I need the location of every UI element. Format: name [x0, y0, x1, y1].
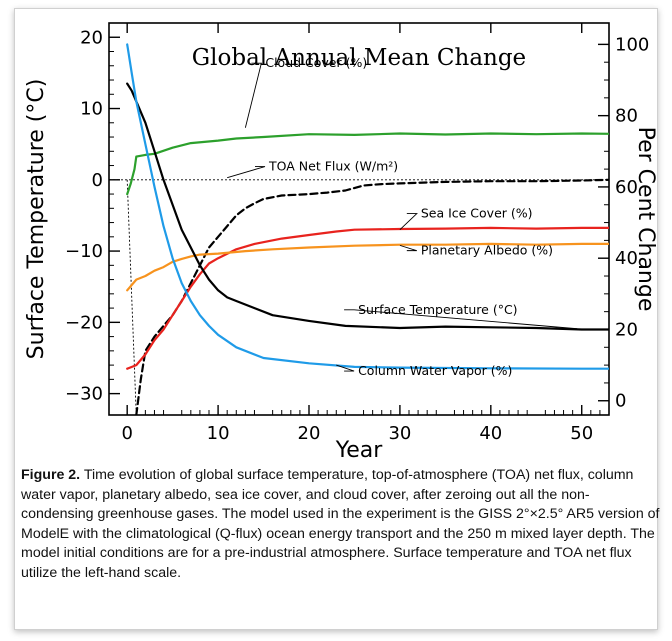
annotation-label-4: Surface Temperature (°C)	[358, 302, 517, 317]
x-axis-label: Year	[335, 438, 384, 459]
figure-caption: Figure 2. Time evolution of global surfa…	[21, 466, 661, 584]
series-line-0	[126, 132, 609, 196]
series-line-3	[126, 242, 609, 292]
figure-card: 0 10 20 30 40 50 20 10 0 −10 −20 −30 100 80 60 40 20 0 Glo…	[14, 8, 661, 630]
x-tick-label: 20	[298, 423, 321, 444]
y-left-tick-label: 20	[80, 27, 103, 48]
caption-text: Time evolution of global surface tempera…	[21, 467, 660, 581]
plot-frame	[108, 22, 610, 416]
y-right-tick-label: 80	[615, 106, 638, 127]
annotation-label-0: Cloud Cover (%)	[265, 55, 367, 70]
y-left-tick-label: −30	[65, 384, 103, 405]
y-right-tick-label: 20	[615, 319, 638, 340]
drop-line	[126, 179, 137, 416]
x-tick-label: 10	[207, 423, 230, 444]
annotation-leader-1	[227, 166, 266, 179]
annotation-leader-5	[336, 364, 355, 372]
annotation-label-5: Column Water Vapor (%)	[358, 363, 512, 378]
series-line-1	[135, 178, 609, 415]
y-right-axis-label: Per Cent Change	[633, 127, 657, 312]
y-left-tick-label: −10	[65, 241, 103, 262]
annotation-leader-3	[399, 244, 417, 252]
series-line-2	[126, 226, 609, 370]
y-left-tick-label: 0	[92, 170, 103, 191]
x-tick-label: 30	[388, 423, 411, 444]
y-right-tick-label: 40	[615, 248, 638, 269]
caption-lead: Figure 2.	[21, 467, 81, 483]
x-tick-label: 0	[121, 423, 132, 444]
chart: 0 10 20 30 40 5020100−10−20−30100806040200Glo…	[24, 22, 657, 459]
chart-title: Global Annual Mean Change	[192, 45, 526, 71]
annotation-leader-0	[244, 62, 262, 128]
annotation-label-2: Sea Ice Cover (%)	[421, 206, 533, 221]
y-right-tick-label: 100	[615, 34, 649, 55]
x-tick-label: 40	[479, 423, 502, 444]
annotation-label-3: Planetary Albedo (%)	[421, 243, 553, 258]
x-tick-label: 50	[570, 423, 593, 444]
y-left-tick-label: 10	[80, 99, 103, 120]
series-line-5	[126, 43, 609, 370]
annotation-leader-2	[399, 213, 418, 231]
y-left-axis-label: Surface Temperature (°C)	[24, 79, 49, 360]
y-right-tick-label: 0	[615, 391, 626, 412]
y-right-tick-label: 60	[615, 177, 638, 198]
annotation-label-1: TOA Net Flux (W/m²)	[268, 159, 398, 174]
annotation-leader-4	[344, 309, 578, 330]
y-left-tick-label: −20	[65, 312, 103, 333]
series-line-4	[126, 82, 609, 331]
